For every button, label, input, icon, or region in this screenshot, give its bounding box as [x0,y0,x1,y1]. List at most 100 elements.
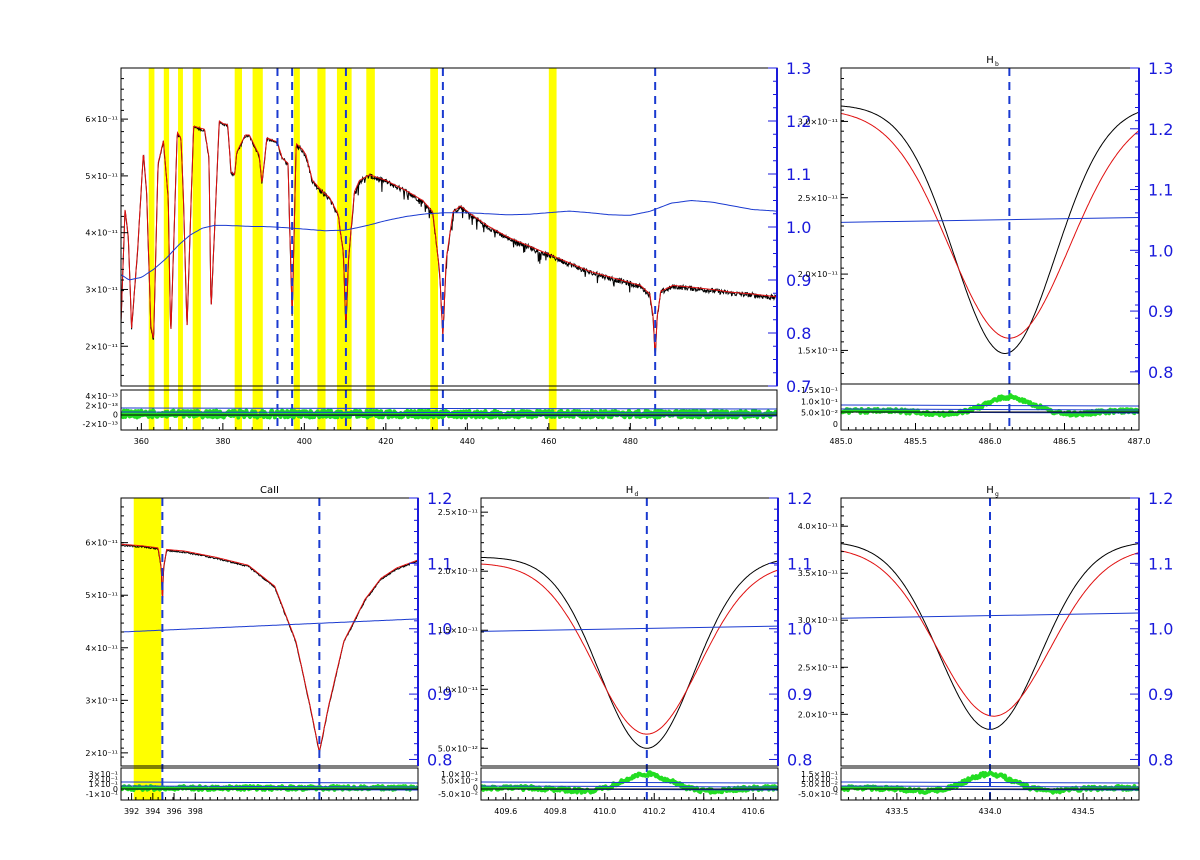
residual-reference-line [121,411,777,414]
residual-reference-line [121,781,418,784]
y-right-tick-label: 1.0 [1148,241,1173,260]
y-left-tick-label: 2.0×10⁻¹¹ [798,710,838,719]
observed-spectrum-line [121,543,418,754]
y-left-tick-label: 4×10⁻¹¹ [85,644,118,653]
y-left-tick-label: 3.0×10⁻¹¹ [798,117,838,126]
y-left-tick-label: 2.0×10⁻¹¹ [798,270,838,279]
mask-region [336,68,352,430]
residual-tick-label: 2×10⁻¹³ [85,401,118,410]
residual-frame [480,767,779,801]
x-tick-label: 409.6 [494,807,517,816]
residual-reference-line [481,781,778,784]
y-left-tick-label: 2×10⁻¹¹ [85,749,118,758]
y-right-tick-label: 1.0 [427,620,452,639]
residual-tick-label: 0 [473,783,478,792]
y-right-tick-label: 1.0 [787,620,812,639]
y-right-tick-label: 1.0 [786,218,811,237]
x-tick-label: 410.4 [692,807,715,816]
y-right-tick-label: 1.0 [1148,620,1173,639]
residual-tick-label: 1.5×10⁻¹ [801,770,838,779]
y-right-tick-label: 1.1 [1148,181,1173,200]
mask-region [252,68,263,430]
y-left-tick-label: 2.5×10⁻¹¹ [798,194,838,203]
y-left-tick-label: 2.0×10⁻¹¹ [438,567,478,576]
x-tick-label: 409.8 [544,807,567,816]
panel-hb: 485.0 485.5 486.0 486.5 487.0 3.0×10⁻¹¹ 2.5×10… [798,55,1174,446]
panel-title-subscript: d [635,491,639,498]
residual-reference-line [841,404,1139,407]
residual-reference-line [481,785,778,788]
y-right-tick-label: 0.9 [786,271,811,290]
y-left-tick-label: 4×10⁻¹¹ [85,229,118,238]
y-left-tick-label: 6×10⁻¹¹ [85,115,118,124]
x-tick-label: 486.0 [979,437,1002,446]
residual-trace [121,408,777,420]
residual-tick-label: 5.0×10⁻² [801,409,838,418]
x-tick-label: 396 [166,807,181,816]
x-tick-label: 480 [623,437,638,446]
mask-region [192,68,201,430]
y-right-tick-label: 1.2 [1148,120,1173,139]
plot-frame [840,67,1140,385]
y-right-tick-label: 0.8 [787,750,812,769]
residual-trace [841,770,1139,795]
model-spectrum-line [121,543,418,752]
panel-title-subscript: g [995,491,999,498]
residual-reference-line [841,408,1139,411]
panel-title: H [626,485,634,496]
y-right-tick-label: 0.8 [427,750,452,769]
x-tick-label: 400 [297,437,312,446]
mask-region [163,68,170,430]
x-tick-label: 486.5 [1053,437,1076,446]
mask-region [133,498,162,800]
x-tick-label: 410.2 [643,807,666,816]
residual-tick-label: 1×10⁻¹ [89,780,118,789]
y-left-tick-label: 2×10⁻¹¹ [85,342,118,351]
y-right-tick-label: 1.1 [427,554,452,573]
x-tick-label: 380 [215,437,230,446]
x-tick-label: 485.5 [904,437,927,446]
y-left-tick-label: 3.5×10⁻¹¹ [798,569,838,578]
y-right-tick-label: 1.2 [786,112,811,131]
x-tick-label: 394 [145,807,160,816]
y-left-tick-label: 1.0×10⁻¹¹ [438,685,478,694]
y-right-tick-label: 1.3 [1148,59,1173,78]
residual-tick-label: 4×10⁻¹³ [85,392,118,401]
residual-tick-label: 1.5×10⁻¹ [801,386,838,395]
residual-tick-label: 5.0×10⁻² [801,780,838,789]
y-right-tick-label: 0.7 [786,377,811,396]
observed-spectrum-line [481,556,778,749]
observed-spectrum-line [841,105,1139,355]
x-tick-label: 398 [188,807,203,816]
residual-tick-label: 1.0×10⁻¹ [441,770,478,779]
mask-region [317,68,326,430]
y-left-tick-label: 5.0×10⁻¹² [438,744,478,753]
mask-region [366,68,375,430]
x-tick-label: 420 [378,437,393,446]
y-left-tick-label: 3.0×10⁻¹¹ [798,616,838,625]
y-left-tick-label: 1.5×10⁻¹¹ [438,626,478,635]
continuum-line [841,216,1139,223]
x-tick-label: 392 [124,807,139,816]
y-right-tick-label: 1.3 [786,59,811,78]
continuum-line [121,618,418,633]
y-right-tick-label: 1.1 [786,165,811,184]
y-right-tick-label: 1.2 [427,489,452,508]
x-tick-label: 410.6 [742,807,765,816]
y-left-tick-label: 5×10⁻¹¹ [85,172,118,181]
y-left-tick-label: 3×10⁻¹¹ [85,696,118,705]
y-right-tick-label: 1.2 [1148,489,1173,508]
residual-frame [120,767,419,801]
y-left-tick-label: 5×10⁻¹¹ [85,591,118,600]
y-left-tick-label: 1.5×10⁻¹¹ [798,346,838,355]
residual-tick-label: -2×10⁻¹³ [83,420,119,429]
y-right-tick-label: 1.1 [787,554,812,573]
panel-caii: 392 394 396 398 6×10⁻¹¹ 5×10⁻¹¹ 4×10⁻¹¹ 3×10⁻¹¹… [85,485,452,816]
y-right-tick-label: 0.9 [787,685,812,704]
y-right-tick-label: 0.8 [1148,363,1173,382]
residual-tick-label: 1.0×10⁻¹ [801,775,838,784]
mask-region [234,68,243,430]
y-left-tick-label: 3×10⁻¹¹ [85,285,118,294]
plot-frame [120,497,419,767]
panel-hg: 433.5 434.0 434.5 4.0×10⁻¹¹ 3.5×10⁻¹¹ 3.0×10⁻… [798,485,1174,816]
